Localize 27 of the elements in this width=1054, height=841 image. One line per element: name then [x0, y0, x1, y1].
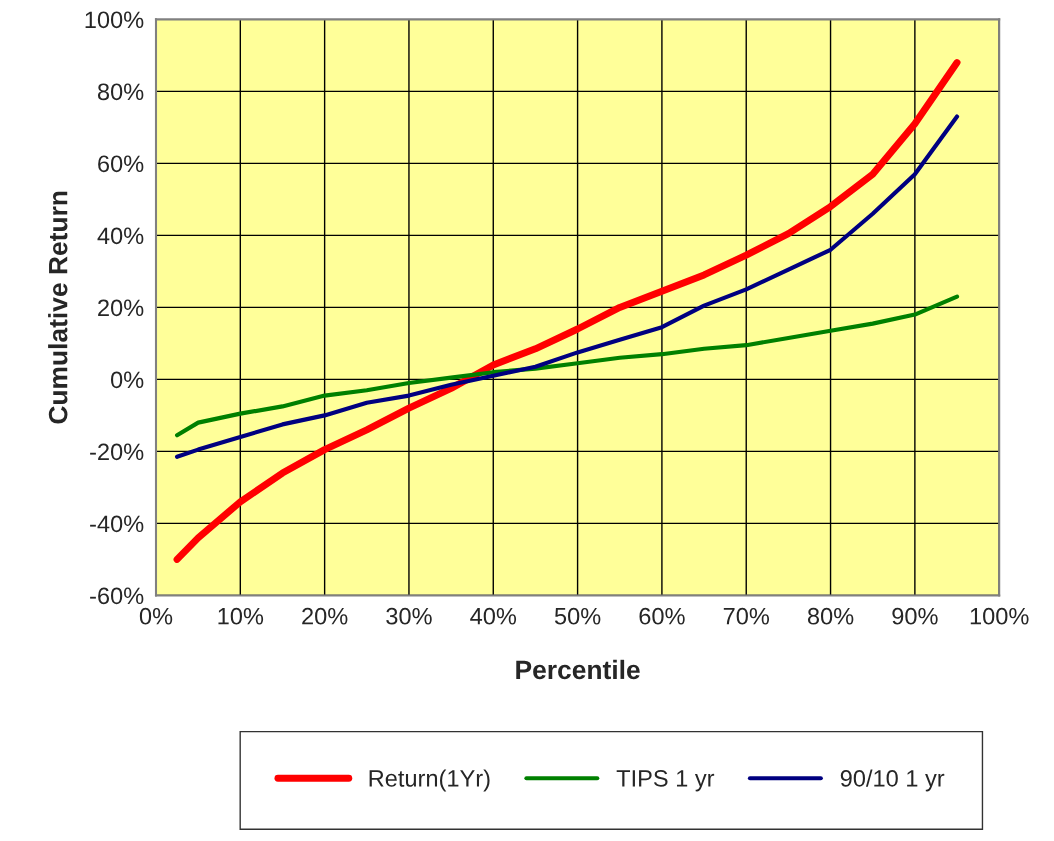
y-tick-label: -20%	[90, 443, 144, 461]
x-tick-label: 60%	[639, 607, 685, 625]
x-tick-label: 20%	[302, 607, 348, 625]
legend-label: Return(1Yr)	[369, 769, 490, 792]
y-tick-label: 0%	[110, 371, 144, 389]
line-series	[174, 294, 960, 438]
y-tick-label: 40%	[97, 227, 144, 245]
x-tick-label: 90%	[892, 607, 938, 625]
legend-label: 90/10 1 yr	[840, 769, 945, 792]
x-axis-title: Percentile	[516, 659, 640, 680]
y-tick-label: 100%	[85, 11, 144, 29]
y-tick-label: 60%	[98, 155, 144, 173]
y-tick-label: 20%	[98, 299, 144, 317]
y-axis-title: Cumulative Return	[48, 191, 68, 424]
x-tick-label: 10%	[218, 607, 264, 625]
legend-label: TIPS 1 yr	[616, 770, 715, 792]
x-tick-label: 30%	[386, 607, 432, 625]
y-tick-label: -60%	[90, 587, 144, 605]
y-tick-label: 80%	[97, 83, 144, 101]
x-tick-label: 70%	[723, 607, 770, 625]
x-tick-label: 0%	[139, 607, 173, 625]
x-tick-label: 40%	[470, 607, 517, 625]
x-tick-label: 50%	[554, 607, 601, 625]
line-series	[174, 114, 960, 459]
y-tick-label: -40%	[90, 515, 144, 533]
x-tick-label: 80%	[807, 607, 854, 625]
x-tick-label: 100%	[970, 607, 1029, 625]
